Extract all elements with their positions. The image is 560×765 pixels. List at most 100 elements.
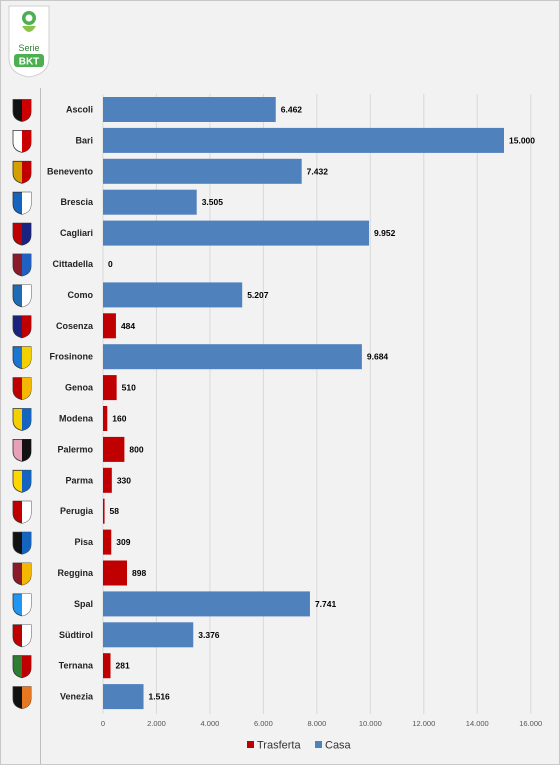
ternana-crest-icon (12, 655, 32, 679)
value-label: 5.207 (247, 290, 269, 300)
value-label: 9.952 (374, 228, 396, 238)
spal-crest-icon (12, 593, 32, 617)
bar-casa (103, 97, 276, 122)
bars (103, 97, 504, 710)
value-label: 898 (132, 568, 146, 578)
category-label: Venezia (60, 692, 94, 702)
legend: Trasferta Casa (247, 740, 352, 752)
value-label: 800 (129, 444, 143, 454)
x-tick-label: 4.000 (201, 719, 220, 728)
bar-casa (103, 344, 362, 370)
bar-casa (103, 189, 197, 215)
bar-trasferta (103, 529, 112, 555)
cittadella-crest-icon (12, 253, 32, 277)
x-axis-ticks: 0 2.000 4.000 6.000 8.000 10.000 12.000 14.000 1… (101, 719, 542, 728)
cagliari-crest-icon (12, 222, 32, 246)
sudtirol-crest-icon (12, 624, 32, 648)
category-label: Palermo (57, 444, 93, 454)
modena-crest-icon (12, 408, 32, 431)
logo-bkt-text: BKT (19, 57, 40, 68)
value-label: 309 (116, 537, 130, 547)
category-label: Reggina (57, 568, 93, 578)
value-label: 7.432 (307, 166, 329, 176)
category-label: Spal (74, 599, 93, 609)
value-label: 510 (122, 383, 136, 393)
x-tick-label: 14.000 (466, 719, 489, 728)
value-label: 6.462 (281, 105, 303, 115)
category-label: Ternana (59, 661, 94, 671)
x-tick-label: 16.000 (519, 719, 542, 728)
category-label: Ascoli (66, 105, 93, 115)
value-label: 281 (116, 661, 130, 671)
legend-swatch-casa (315, 741, 322, 748)
como-crest-icon (12, 284, 32, 308)
ascoli-crest-icon (12, 99, 32, 122)
category-label: Benevento (47, 166, 94, 176)
bar-trasferta (103, 375, 117, 401)
bar-trasferta (103, 498, 105, 524)
bar-casa (103, 220, 370, 246)
category-label: Genoa (65, 383, 94, 393)
bar-casa (103, 158, 302, 184)
legend-label-casa: Casa (325, 740, 352, 752)
x-tick-label: 2.000 (147, 719, 166, 728)
value-label: 9.684 (367, 352, 389, 362)
value-label: 1.516 (149, 692, 171, 702)
bar-trasferta (103, 406, 108, 431)
palermo-crest-icon (12, 439, 32, 462)
gridlines (102, 94, 532, 714)
x-tick-label: 8.000 (307, 719, 326, 728)
bar-trasferta (103, 313, 116, 339)
category-label: Modena (59, 414, 94, 424)
value-label: 0 (108, 259, 113, 269)
value-label: 58 (110, 506, 120, 516)
value-label: 3.376 (198, 630, 220, 640)
category-label: Parma (65, 475, 94, 485)
sidebar-divider (40, 88, 41, 764)
bar-casa (103, 591, 310, 617)
team-crests (12, 99, 32, 710)
venezia-crest-icon (12, 686, 32, 710)
bar-trasferta (103, 467, 112, 493)
category-label: Brescia (60, 197, 94, 207)
legend-swatch-trasferta (247, 741, 254, 748)
bar-casa (103, 127, 504, 153)
pisa-crest-icon (12, 531, 32, 555)
bari-crest-icon (12, 130, 32, 153)
category-label: Cagliari (60, 228, 93, 238)
benevento-crest-icon (12, 160, 32, 184)
genoa-crest-icon (12, 377, 32, 401)
category-label: Perugia (60, 506, 94, 516)
category-label: Südtirol (59, 630, 93, 640)
bar-casa (103, 684, 144, 710)
category-label: Frosinone (49, 352, 93, 362)
bar-casa (103, 622, 194, 648)
category-label: Cittadella (52, 259, 94, 269)
bar-casa (103, 282, 243, 308)
value-label: 15.000 (509, 135, 535, 145)
logo-serie-text: Serie (18, 43, 39, 53)
value-label: 3.505 (202, 197, 224, 207)
category-label: Pisa (74, 537, 94, 547)
value-label: 160 (112, 414, 126, 424)
cosenza-crest-icon (12, 315, 32, 339)
x-tick-label: 12.000 (412, 719, 435, 728)
frosinone-crest-icon (12, 346, 32, 370)
bar-trasferta (103, 653, 111, 679)
parma-crest-icon (12, 469, 32, 493)
perugia-crest-icon (12, 500, 32, 524)
serie-bkt-logo: Serie BKT (6, 4, 52, 83)
x-tick-label: 0 (101, 719, 105, 728)
value-label: 330 (117, 475, 131, 485)
value-label: 484 (121, 321, 135, 331)
reggina-crest-icon (12, 562, 32, 586)
bar-trasferta (103, 436, 125, 462)
category-label: Como (68, 290, 94, 300)
category-label: Bari (75, 135, 93, 145)
x-tick-label: 10.000 (359, 719, 382, 728)
labels: Ascoli 6.462 Bari 15.000 Benevento 7.432 Bresc… (47, 105, 535, 702)
brescia-crest-icon (12, 191, 32, 215)
value-label: 7.741 (315, 599, 337, 609)
